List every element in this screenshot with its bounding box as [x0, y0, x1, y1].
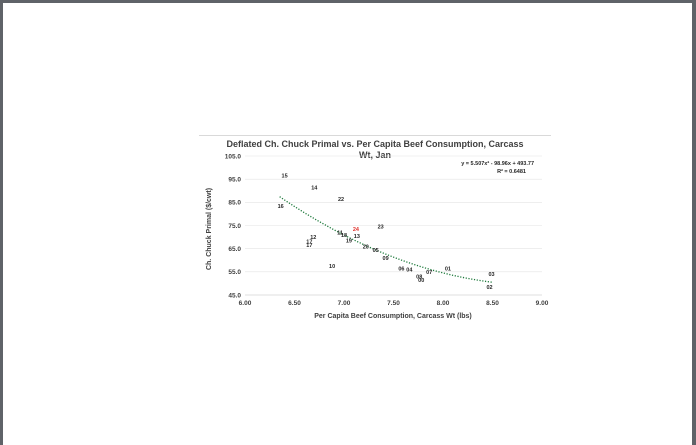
data-point-label: 18: [341, 233, 347, 239]
data-point-label: 23: [378, 225, 384, 231]
data-point-label: 17: [306, 243, 312, 249]
x-tick-label: 7.50: [387, 300, 400, 307]
x-tick-label: 9.00: [536, 300, 549, 307]
x-tick-label: 6.00: [239, 300, 252, 307]
y-tick-label: 45.0: [228, 292, 241, 299]
x-axis-label: Per Capita Beef Consumption, Carcass Wt …: [314, 313, 472, 320]
x-tick-label: 6.50: [288, 300, 301, 307]
data-point-label: 12: [310, 235, 316, 241]
data-point-label: 13: [354, 234, 360, 240]
data-point-label: 01: [445, 266, 451, 272]
scatter-chart: Deflated Ch. Chuck Primal vs. Per Capita…: [206, 139, 549, 320]
document-page: Deflated Ch. Chuck Primal vs. Per Capita…: [3, 3, 692, 445]
data-point-label: 22: [338, 197, 344, 203]
y-tick-label: 105.0: [225, 153, 242, 160]
data-point-label: 00: [418, 278, 424, 284]
chart-title-line-1: Deflated Ch. Chuck Primal vs. Per Capita…: [226, 139, 523, 149]
trendline-r-squared: R² = 0.6481: [497, 168, 526, 175]
y-axis-ticks: 45.0 55.0 65.0 75.0 85.0 95.0 105.0: [225, 153, 242, 299]
trendline: [279, 196, 493, 283]
data-point-label: 04: [406, 268, 413, 274]
chart-top-rule: [199, 135, 551, 136]
data-point-label: 16: [278, 204, 284, 210]
x-tick-label: 7.00: [338, 300, 351, 307]
data-point-label: 05: [373, 248, 379, 254]
data-point-label: 08: [416, 274, 422, 280]
chart-title-line-2: Wt, Jan: [359, 150, 391, 160]
data-point-label: 06: [398, 266, 404, 272]
y-tick-label: 95.0: [228, 176, 241, 183]
x-tick-label: 8.00: [437, 300, 450, 307]
data-point-label: 24: [353, 227, 360, 233]
data-point-label: 20: [363, 244, 369, 250]
y-tick-label: 65.0: [228, 246, 241, 253]
y-tick-label: 75.0: [228, 223, 241, 230]
data-point-label: 03: [488, 272, 494, 278]
data-point-label: 17: [306, 240, 312, 246]
data-point-label: 09: [383, 256, 389, 262]
data-point-label: 07: [426, 270, 432, 276]
y-tick-label: 55.0: [228, 269, 241, 276]
data-point-label: 11: [337, 230, 343, 236]
x-axis-ticks: 6.00 6.50 7.00 7.50 8.00 8.50 9.00: [239, 300, 549, 307]
chart-container: Deflated Ch. Chuck Primal vs. Per Capita…: [199, 135, 551, 325]
data-point-label: 02: [486, 285, 492, 291]
trendline-equation: y = 5.507x² - 98.96x + 493.77: [461, 160, 534, 167]
y-tick-label: 85.0: [228, 200, 241, 207]
data-point-label: 14: [311, 185, 318, 191]
y-axis-label: Ch. Chuck Primal ($/cwt): [206, 188, 213, 270]
data-point-label: 15: [282, 174, 288, 180]
data-point-label: 10: [329, 264, 335, 270]
data-point-label: 19: [346, 239, 352, 245]
x-tick-label: 8.50: [486, 300, 499, 307]
gridlines: [245, 155, 542, 296]
